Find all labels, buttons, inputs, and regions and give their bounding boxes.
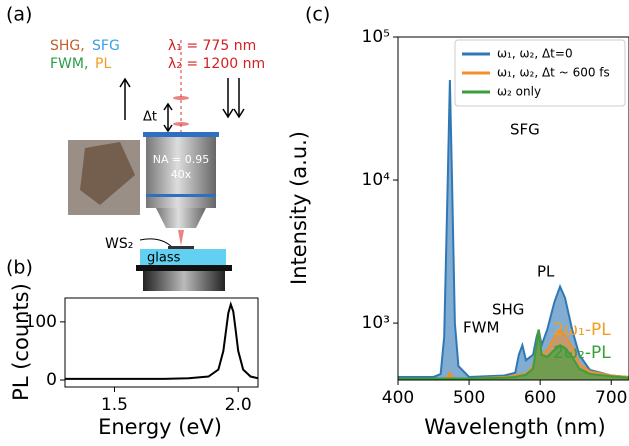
objective-label: 40x: [171, 168, 192, 181]
y-tick-label: 10³: [362, 313, 390, 333]
legend-label: ω₁, ω₂, Δt ~ 600 fs: [497, 66, 610, 80]
y-tick-label: 100: [25, 312, 57, 332]
annotation: FWM: [463, 319, 499, 337]
plot-frame: [64, 297, 259, 388]
schematic: SHG, SFG FWM, PL λ₁ = 775 nm λ₂ = 1200 n…: [50, 38, 265, 291]
sample-label: WS₂: [105, 236, 133, 252]
annotation: 2ω₁-PL: [553, 320, 611, 340]
arrow: [139, 238, 173, 248]
objective-band: [146, 194, 216, 197]
x-tick-label: 500: [453, 388, 485, 408]
legend-box: [454, 39, 626, 107]
objective-tip: [156, 208, 206, 228]
y-tick-label: 10⁴: [362, 170, 391, 190]
y-axis-label: Intensity (a.u.): [287, 131, 311, 285]
line: [398, 328, 629, 380]
x-tick-label: 2.0: [225, 395, 252, 415]
pulse: [173, 122, 189, 126]
panel-label: (b): [6, 257, 33, 279]
signal-label: SHG,: [50, 38, 85, 54]
signal-label: PL: [95, 56, 111, 72]
delay-label: Δt: [143, 110, 157, 125]
area: [398, 329, 629, 380]
legend-label: ω₂ only: [497, 85, 541, 99]
plot-frame: [397, 36, 629, 381]
x-tick-label: 1.5: [101, 395, 128, 415]
signal-label: FWM,: [50, 56, 88, 72]
pulse: [173, 96, 189, 100]
wavelength-label: λ₁ = 775 nm: [168, 38, 256, 54]
line: [398, 80, 629, 378]
y-tick-label: 0: [46, 370, 57, 390]
focus: [178, 230, 184, 246]
annotation: SFG: [510, 121, 540, 139]
plots: 1.5 2.0 0 100 400 500 600 700 10³ 10⁴ 10⁵ ω₁, ω₂, Δ…: [25, 27, 629, 415]
panel-label: (a): [6, 4, 32, 26]
x-tick-label: 600: [524, 388, 556, 408]
plot-area: [398, 80, 629, 380]
annotation: PL: [537, 263, 555, 281]
x-tick-label: 700: [595, 388, 627, 408]
signal-label: SFG: [92, 38, 120, 54]
y-axis-label: PL (counts): [9, 283, 33, 401]
plot-area: [65, 301, 258, 380]
glass: [140, 249, 226, 265]
glass-label: glass: [147, 251, 181, 266]
line: [65, 301, 258, 380]
y-tick-label: 10⁵: [362, 27, 390, 47]
objective-label: NA = 0.95: [153, 153, 209, 166]
legend-label: ω₁, ω₂, Δt=0: [497, 47, 573, 61]
flake-on-glass: [168, 246, 194, 249]
arrows: [119, 77, 245, 133]
annotation: 2ω₂-PL: [553, 343, 611, 363]
line: [398, 329, 629, 380]
x-axis-label: Wavelength (nm): [424, 415, 605, 439]
x-axis-label: Energy (eV): [98, 415, 222, 439]
wavelength-label: λ₂ = 1200 nm: [168, 56, 265, 72]
objective-band: [143, 132, 219, 137]
panel-label: (c): [305, 4, 330, 26]
flake: [80, 142, 135, 205]
stage-base: [143, 271, 225, 291]
x-tick-label: 400: [382, 388, 414, 408]
annotation: SHG: [492, 301, 524, 319]
stage: [136, 265, 232, 271]
